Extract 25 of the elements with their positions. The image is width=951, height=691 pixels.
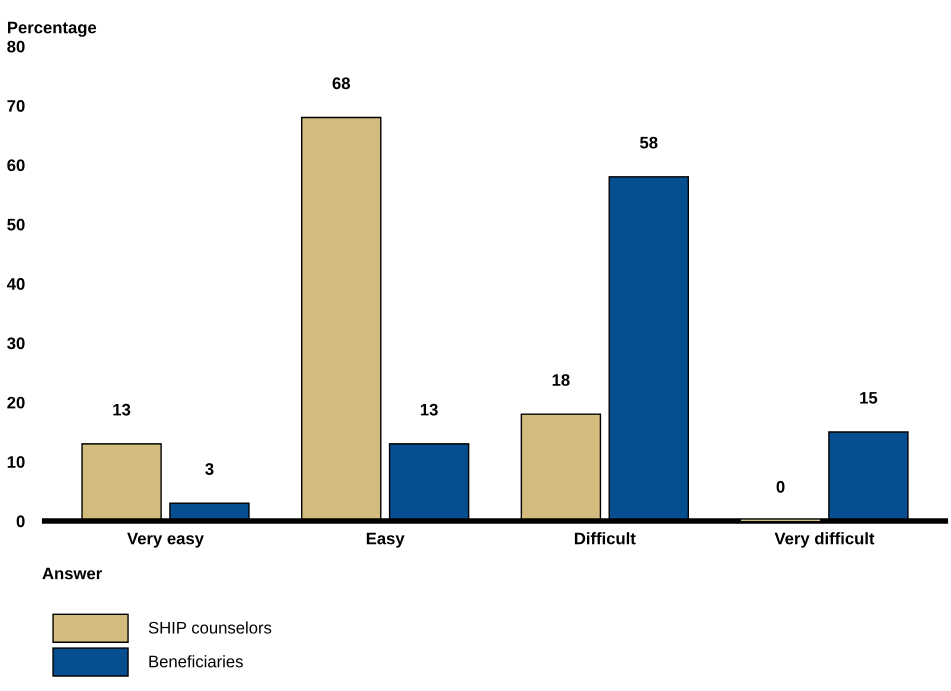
x-axis-title: Answer [42,568,102,580]
data-label: 0 [776,480,785,493]
y-tick-label: 70 [7,100,25,112]
y-tick-label: 20 [7,396,25,409]
data-label: 58 [640,136,658,149]
legend-label: Beneficiaries [149,655,243,668]
y-axis-title: Percentage [8,22,96,37]
y-tick-label: 40 [6,278,25,290]
y-tick-label: 60 [7,159,25,172]
y-tick-label: 30 [7,337,25,350]
data-label: 15 [860,392,878,404]
y-tick-label: 0 [16,515,25,528]
y-tick-label: 10 [8,456,25,468]
data-label: 3 [205,463,214,475]
legend-label: SHIP counselors [148,621,272,634]
data-label: 68 [332,77,350,90]
x-tick-label: Difficult [574,532,636,544]
x-tick-label: Very easy [127,532,204,548]
y-tick-label: 50 [7,218,25,231]
data-label: 13 [113,404,130,416]
x-tick-label: Easy [366,532,405,548]
x-tick-label: Very difficult [774,532,874,548]
y-tick-label: 80 [7,40,25,52]
data-label: 18 [552,374,570,386]
data-label: 13 [420,404,438,416]
